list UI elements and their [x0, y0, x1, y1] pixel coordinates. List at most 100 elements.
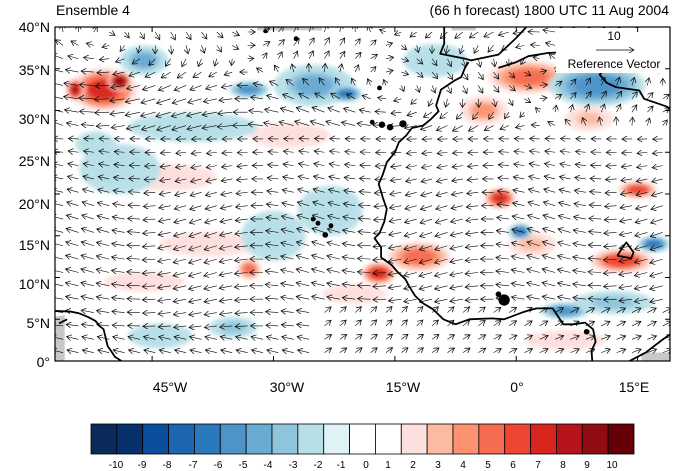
wind-vector: [294, 51, 298, 59]
wind-vector: [66, 123, 79, 126]
wind-vector: [266, 312, 279, 313]
wind-vector: [635, 232, 648, 236]
wind-vector: [221, 85, 233, 87]
wind-vector: [339, 307, 346, 313]
wind-vector: [385, 320, 392, 327]
wind-vector: [235, 299, 248, 300]
wind-vector: [64, 97, 79, 99]
coastline: [373, 61, 597, 361]
wind-vector: [312, 255, 325, 259]
wind-vector: [204, 232, 217, 236]
wind-vector: [650, 232, 663, 236]
wind-vector: [112, 230, 125, 232]
wind-vector: [120, 45, 125, 51]
wind-vector: [497, 191, 510, 192]
wind-vector: [545, 151, 556, 152]
wind-vector: [570, 93, 576, 100]
wind-vector: [278, 40, 284, 46]
wind-vector: [527, 255, 540, 259]
wind-vector: [55, 83, 64, 86]
wind-vector: [327, 242, 340, 246]
wind-vector: [497, 204, 510, 206]
colorbar-swatch: [375, 423, 402, 455]
wind-vector: [466, 206, 479, 207]
wind-vector: [374, 206, 386, 207]
wind-vector: [603, 259, 617, 260]
wind-vector: [282, 337, 294, 340]
wind-vector: [447, 335, 454, 340]
wind-vector: [434, 286, 448, 289]
wind-vector: [586, 78, 591, 86]
wind-vector: [450, 286, 463, 288]
wind-vector: [296, 310, 310, 312]
anomaly-blob: [370, 267, 388, 279]
wind-vector: [573, 270, 586, 272]
wind-vector: [265, 257, 279, 259]
wind-vector: [588, 272, 602, 273]
wind-vector: [527, 228, 540, 232]
wind-vector: [142, 272, 156, 273]
wind-vector: [489, 111, 494, 119]
wind-vector: [330, 151, 340, 152]
wind-vector: [388, 259, 402, 261]
wind-vector: [650, 286, 663, 289]
wind-vector: [55, 283, 64, 286]
wind-vector: [388, 299, 402, 301]
wind-vector: [303, 78, 310, 86]
wind-vector: [436, 179, 448, 182]
anomaly-blob: [333, 287, 376, 301]
wind-vector: [416, 58, 423, 64]
wind-vector: [604, 246, 617, 247]
wind-vector: [111, 284, 125, 286]
lat-tick-label: 40°N: [19, 19, 50, 35]
wind-vector: [190, 179, 202, 182]
wind-vector: [431, 71, 438, 79]
wind-vector: [324, 63, 325, 73]
wind-vector: [565, 119, 571, 126]
wind-vector: [499, 152, 509, 153]
wind-vector: [96, 242, 110, 245]
wind-vector: [600, 91, 606, 99]
wind-vector: [527, 296, 540, 299]
wind-vector: [560, 151, 571, 152]
wind-vector: [477, 71, 483, 80]
colorbar-label: 9: [584, 460, 590, 471]
colorbar-label: 1: [385, 460, 391, 471]
wind-vector: [520, 112, 525, 117]
wind-vector: [512, 229, 525, 232]
wind-vector: [355, 348, 362, 353]
wind-vector: [401, 72, 408, 75]
wind-vector: [190, 350, 202, 353]
wind-vector: [201, 31, 206, 39]
reference-vector-key: 10 Reference Vector: [556, 28, 669, 73]
wind-vector: [113, 204, 125, 206]
wind-vector: [324, 38, 329, 46]
wind-vector: [66, 255, 79, 259]
wind-vector: [588, 245, 602, 246]
wind-vector: [314, 151, 325, 152]
wind-vector: [484, 31, 494, 37]
wind-vector: [371, 67, 376, 73]
wind-vector: [528, 215, 540, 219]
wind-vector: [370, 348, 378, 353]
land-mask: [451, 27, 476, 31]
wind-vector: [97, 229, 110, 232]
island: [322, 232, 329, 238]
wind-vector: [401, 307, 407, 313]
colorbar-label: 0: [363, 460, 369, 471]
wind-vector-field: [55, 27, 670, 353]
wind-vector: [604, 219, 617, 220]
wind-vector: [174, 206, 187, 209]
wind-vector: [128, 337, 141, 340]
wind-vector: [446, 45, 447, 53]
wind-vector: [370, 40, 376, 45]
wind-vector: [555, 105, 556, 113]
wind-vector: [539, 85, 548, 86]
wind-vector: [190, 192, 202, 195]
wind-vector: [343, 217, 356, 219]
wind-vector: [157, 98, 171, 104]
wind-vector: [631, 321, 641, 325]
wind-vector: [467, 192, 479, 193]
wind-vector: [378, 98, 387, 99]
wind-vector: [319, 78, 325, 86]
